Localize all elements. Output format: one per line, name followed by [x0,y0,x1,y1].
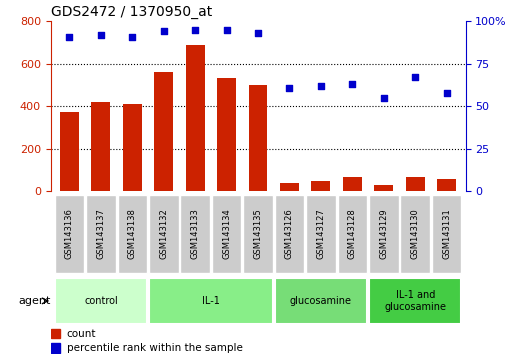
Point [222,27,230,33]
Text: GSM143138: GSM143138 [128,208,136,259]
FancyBboxPatch shape [337,195,367,273]
Point [347,81,356,87]
Bar [279,183,298,191]
Point [65,34,73,39]
Bar [123,104,141,191]
Point [285,85,293,90]
Text: GSM143129: GSM143129 [379,208,387,259]
FancyBboxPatch shape [274,195,304,273]
Text: GSM143127: GSM143127 [316,208,325,259]
Bar [185,45,204,191]
Text: GSM143130: GSM143130 [410,208,419,259]
Point [316,83,324,88]
Text: glucosamine: glucosamine [289,296,351,306]
Bar [342,177,361,191]
Text: IL-1 and
glucosamine: IL-1 and glucosamine [383,290,445,312]
Text: GSM143137: GSM143137 [96,208,105,259]
Point [411,74,419,80]
FancyBboxPatch shape [274,278,367,324]
Point [191,27,199,33]
FancyBboxPatch shape [55,278,147,324]
Point [96,32,105,38]
Text: GSM143126: GSM143126 [284,208,293,259]
Point [379,95,387,101]
Bar [50,343,60,353]
Text: GDS2472 / 1370950_at: GDS2472 / 1370950_at [50,5,212,19]
Text: agent: agent [19,296,51,306]
FancyBboxPatch shape [55,195,84,273]
Text: GSM143134: GSM143134 [222,208,231,259]
FancyBboxPatch shape [212,195,241,273]
Text: GSM143131: GSM143131 [441,208,450,259]
Bar [154,72,173,191]
Point [128,34,136,39]
Bar [217,78,236,191]
FancyBboxPatch shape [431,195,461,273]
Bar [248,85,267,191]
FancyBboxPatch shape [148,278,272,324]
FancyBboxPatch shape [399,195,429,273]
Bar [50,329,60,338]
Bar [91,102,110,191]
FancyBboxPatch shape [306,195,335,273]
FancyBboxPatch shape [243,195,272,273]
Text: GSM143128: GSM143128 [347,208,356,259]
Bar [405,177,424,191]
Text: GSM143136: GSM143136 [65,208,74,259]
Bar [60,112,79,191]
Point [160,29,168,34]
Point [254,30,262,36]
Text: GSM143135: GSM143135 [253,208,262,259]
FancyBboxPatch shape [117,195,147,273]
Text: control: control [84,296,118,306]
FancyBboxPatch shape [148,195,178,273]
FancyBboxPatch shape [86,195,116,273]
Text: count: count [67,329,96,339]
Point [442,90,450,96]
Bar [311,181,330,191]
Text: GSM143132: GSM143132 [159,208,168,259]
Text: percentile rank within the sample: percentile rank within the sample [67,343,242,353]
FancyBboxPatch shape [368,195,398,273]
Bar [436,179,455,191]
FancyBboxPatch shape [368,278,461,324]
Text: IL-1: IL-1 [201,296,219,306]
Bar [374,185,392,191]
FancyBboxPatch shape [180,195,210,273]
Text: GSM143133: GSM143133 [190,208,199,259]
